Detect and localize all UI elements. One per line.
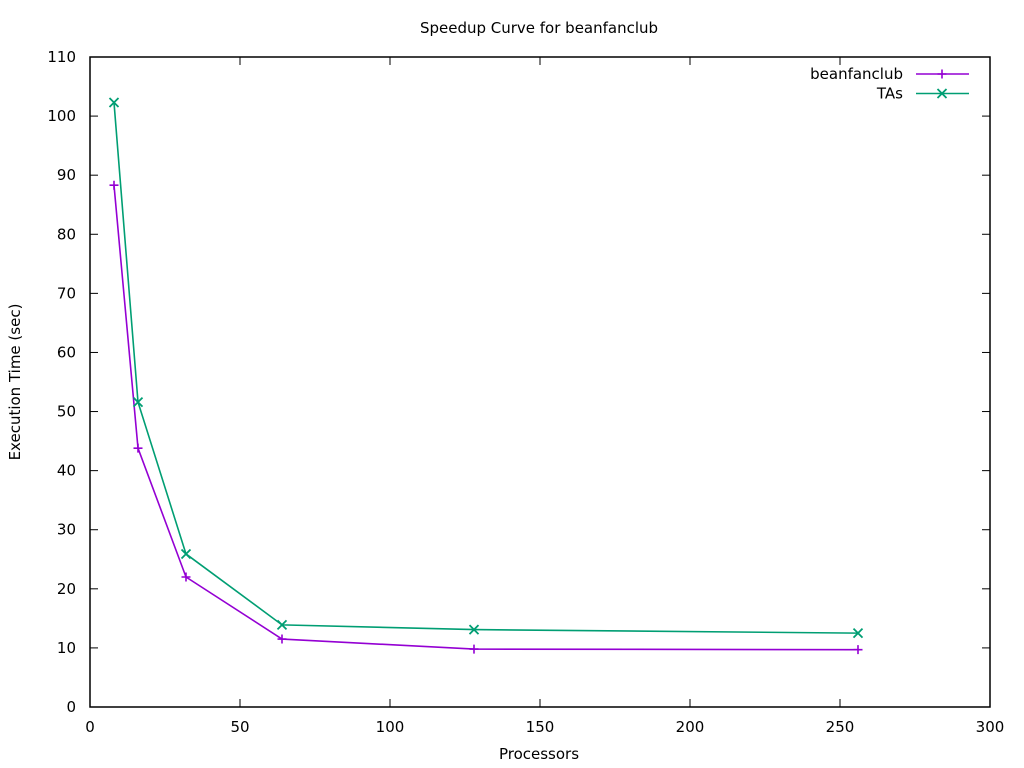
y-tick-label: 70 (57, 284, 76, 302)
y-tick-label: 20 (57, 580, 76, 598)
y-tick-label: 80 (57, 225, 76, 243)
y-axis-title: Execution Time (sec) (6, 304, 24, 461)
y-tick-label: 10 (57, 639, 76, 657)
y-tick-label: 90 (57, 166, 76, 184)
legend-label: beanfanclub (810, 65, 903, 83)
x-tick-label: 300 (976, 718, 1005, 736)
y-tick-label: 100 (47, 107, 76, 125)
x-axis-title: Processors (499, 745, 579, 763)
x-tick-label: 250 (826, 718, 855, 736)
y-tick-label: 40 (57, 462, 76, 480)
x-tick-label: 150 (526, 718, 555, 736)
legend-label: TAs (876, 85, 903, 103)
y-tick-label: 0 (66, 698, 76, 716)
x-tick-label: 100 (376, 718, 405, 736)
chart-title: Speedup Curve for beanfanclub (420, 19, 658, 37)
x-tick-label: 0 (85, 718, 95, 736)
y-tick-label: 110 (47, 48, 76, 66)
x-tick-label: 50 (230, 718, 249, 736)
y-tick-label: 60 (57, 343, 76, 361)
y-tick-label: 50 (57, 403, 76, 421)
y-tick-label: 30 (57, 521, 76, 539)
x-tick-label: 200 (676, 718, 705, 736)
